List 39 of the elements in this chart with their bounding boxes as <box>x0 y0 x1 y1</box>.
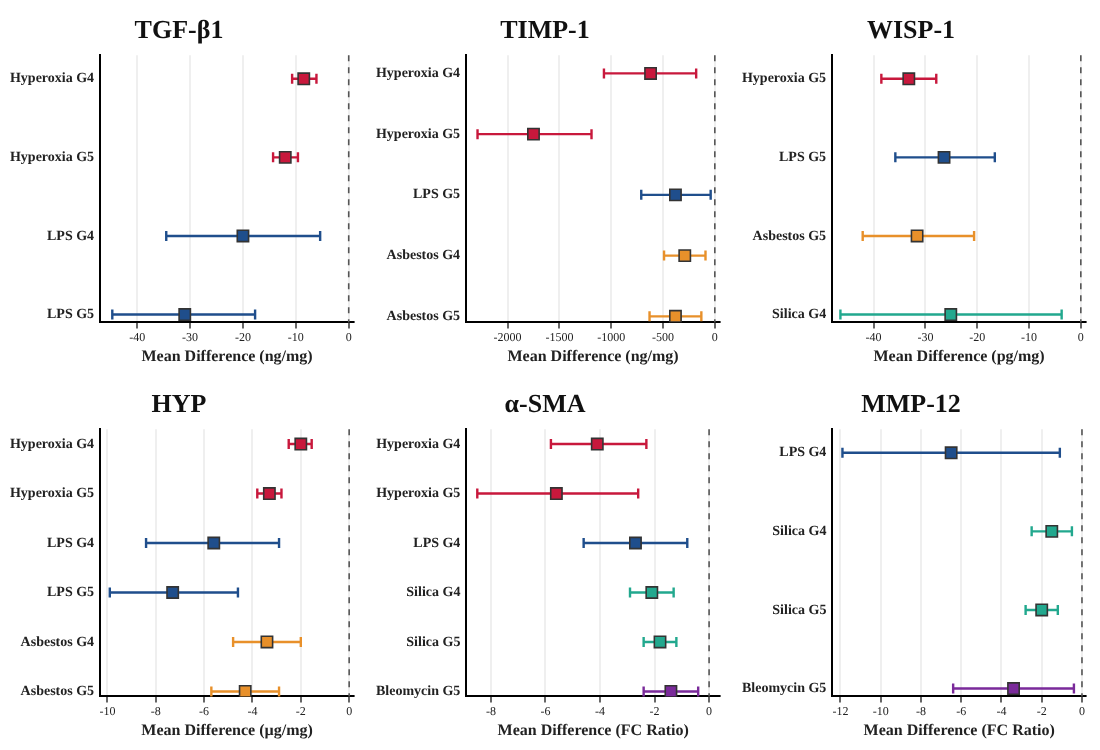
point <box>297 72 311 86</box>
point <box>668 309 682 323</box>
point <box>1035 603 1049 617</box>
chart-title: TIMP-1 <box>500 14 590 45</box>
chart-title: MMP-12 <box>861 388 961 419</box>
point <box>262 487 276 500</box>
chart-title: WISP-1 <box>866 14 956 45</box>
point <box>549 487 563 500</box>
point <box>944 308 958 321</box>
point <box>207 536 221 550</box>
point <box>236 229 250 243</box>
x-axis-title: Mean Difference (FC Ratio) <box>863 720 1056 739</box>
point <box>902 72 916 86</box>
point <box>910 229 924 243</box>
chart-title: α-SMA <box>504 388 587 419</box>
point <box>294 437 308 451</box>
point <box>944 446 958 460</box>
point <box>1045 524 1059 538</box>
point <box>238 685 252 697</box>
point <box>1007 682 1020 695</box>
point <box>668 188 682 202</box>
x-axis-title: Mean Difference (ng/mg) <box>141 346 314 365</box>
point <box>645 586 659 599</box>
point <box>166 586 180 599</box>
point <box>644 66 658 80</box>
x-axis-title: Mean Difference (FC Ratio) <box>497 720 690 739</box>
x-axis-title: Mean Difference (µg/mg) <box>141 720 314 739</box>
point <box>590 437 604 451</box>
x-axis-title: Mean Difference (pg/mg) <box>873 346 1046 365</box>
point <box>629 536 642 550</box>
chart-title: TGF-β1 <box>134 14 224 45</box>
point <box>278 150 292 164</box>
point <box>664 685 678 697</box>
point <box>678 249 692 263</box>
point <box>527 127 540 141</box>
chart-title: HYP <box>151 388 207 419</box>
point <box>178 308 192 321</box>
x-axis-title: Mean Difference (ng/mg) <box>507 346 680 365</box>
point <box>937 150 951 164</box>
